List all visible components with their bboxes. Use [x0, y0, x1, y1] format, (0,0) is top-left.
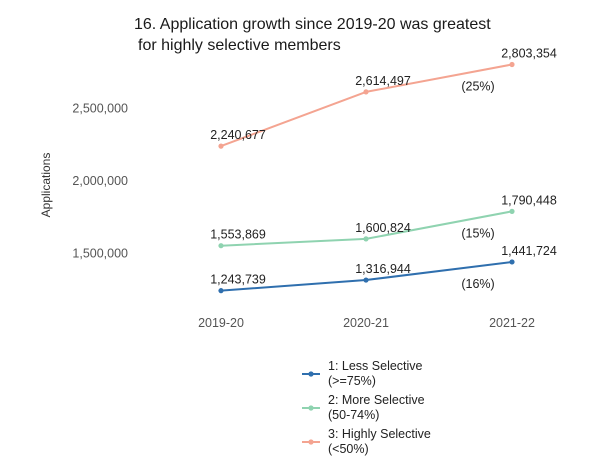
data-label: 1,600,824: [355, 221, 411, 235]
legend-label: (50-74%): [328, 408, 379, 422]
legend-label: 2: More Selective: [328, 393, 425, 407]
y-axis-ticks: 1,500,000 2,000,000 2,500,000: [72, 102, 128, 261]
data-point: [363, 89, 369, 95]
growth-label: (25%): [461, 80, 494, 94]
y-axis-label: Applications: [39, 153, 53, 218]
legend: 1: Less Selective(>=75%) 2: More Selectiv…: [302, 359, 431, 456]
data-point: [218, 143, 224, 149]
legend-label: 1: Less Selective: [328, 359, 423, 373]
data-label: 1,790,448: [501, 193, 557, 207]
legend-swatch-dot: [308, 439, 314, 445]
chart-title-line-2: for highly selective members: [138, 37, 341, 54]
data-point: [363, 236, 369, 242]
data-point: [509, 208, 515, 214]
growth-label: (16%): [461, 277, 494, 291]
x-tick-label: 2020-21: [343, 316, 389, 330]
data-label: 2,240,677: [210, 128, 266, 142]
data-point: [509, 259, 515, 265]
data-label: 2,614,497: [355, 74, 411, 88]
legend-label: (<50%): [328, 442, 369, 456]
data-label: 1,316,944: [355, 262, 411, 276]
y-tick-label: 2,000,000: [72, 174, 128, 188]
series-layer: 1,243,739 1,316,944 1,441,724 (16%) 1,553,86…: [210, 47, 557, 294]
data-point: [218, 243, 224, 249]
y-tick-label: 2,500,000: [72, 102, 128, 116]
data-label: 1,553,869: [210, 228, 266, 242]
data-point: [363, 277, 369, 283]
chart-title-line-1: 16. Application growth since 2019-20 was…: [134, 16, 491, 33]
data-label: 1,243,739: [210, 273, 266, 287]
growth-label: (15%): [461, 226, 494, 240]
legend-swatch-dot: [308, 371, 314, 377]
y-tick-label: 1,500,000: [72, 247, 128, 261]
data-point: [218, 288, 224, 294]
data-point: [509, 61, 515, 68]
x-tick-label: 2021-22: [489, 316, 535, 330]
legend-label: (>=75%): [328, 374, 376, 388]
chart-title: 16. Application growth since 2019-20 was…: [134, 16, 491, 54]
legend-label: 3: Highly Selective: [328, 427, 431, 441]
data-label: 2,803,354: [501, 47, 557, 61]
data-label: 1,441,724: [501, 244, 557, 258]
legend-swatch-dot: [308, 405, 314, 411]
x-tick-label: 2019-20: [198, 316, 244, 330]
x-axis-ticks: 2019-20 2020-21 2021-22: [198, 316, 535, 330]
